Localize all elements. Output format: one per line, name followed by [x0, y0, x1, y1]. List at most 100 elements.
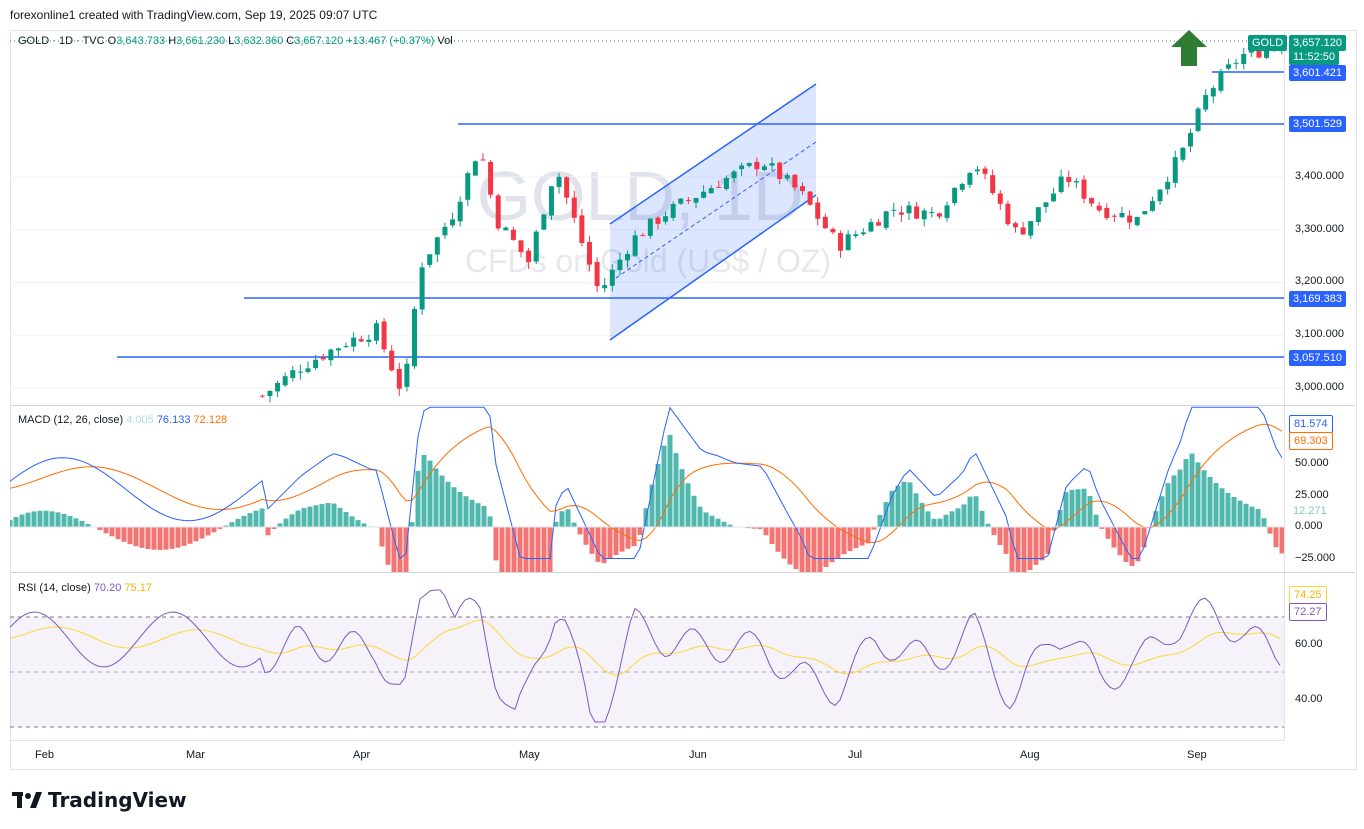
candle-body	[1104, 207, 1110, 219]
channel-bottom-line[interactable]	[609, 194, 817, 341]
macd-hist-bar	[1201, 470, 1207, 527]
candle-body	[739, 165, 745, 170]
tradingview-logo-icon	[12, 792, 42, 808]
last-price-tag: 3,657.120	[1289, 35, 1346, 51]
candle-body	[1035, 207, 1041, 223]
macd-hist-bar	[253, 510, 259, 527]
macd-hist-bar	[223, 525, 229, 527]
low-label: L	[228, 35, 235, 47]
rsi-axis[interactable]: 60.00 40.00	[1284, 573, 1356, 740]
rsi-title: RSI (14, close)	[18, 582, 91, 594]
macd-hist-bar	[331, 503, 337, 527]
macd-hist-bar	[109, 527, 115, 537]
macd-hist-bar	[493, 527, 499, 561]
macd-hist-bar	[205, 527, 211, 536]
macd-hist-bar	[547, 527, 553, 572]
macd-hist-bar	[1279, 527, 1284, 554]
macd-hist-bar	[169, 527, 175, 549]
macd-hist-bar	[823, 527, 829, 567]
candle-body	[1089, 198, 1095, 204]
pane-divider[interactable]	[10, 405, 1355, 406]
candle-body	[701, 191, 707, 198]
macd-legend[interactable]: MACD (12, 26, close) 4.005 76.133 72.128	[18, 414, 227, 426]
macd-hist-bar	[1231, 497, 1237, 527]
macd-hist-bar	[1063, 492, 1069, 527]
macd-hist-bar	[781, 527, 787, 559]
macd-hist-bar	[229, 522, 235, 527]
macd-hist-bar	[133, 527, 139, 547]
rsi-ma-line	[10, 619, 1281, 676]
time-axis[interactable]: Feb Mar Apr May Jun Jul Aug Sep	[10, 740, 1284, 769]
candle-body	[708, 188, 714, 194]
candle-body	[1264, 49, 1270, 58]
candle-body	[556, 176, 562, 187]
candle-body	[799, 186, 805, 192]
candle-body	[1218, 71, 1224, 91]
candle-body	[663, 216, 669, 222]
macd-hist-bar	[949, 511, 955, 527]
level-tag-3057: 3,057.510	[1289, 350, 1346, 366]
macd-hist-bar	[805, 527, 811, 572]
macd-hist-bar	[1123, 527, 1129, 563]
macd-hist-bar	[685, 483, 691, 527]
candle-body	[830, 229, 836, 233]
macd-hist-value: 4.005	[126, 414, 154, 426]
macd-hist-bar	[163, 527, 169, 550]
time-tick: Mar	[186, 749, 205, 761]
price-tick: 3,400.000	[1295, 170, 1344, 182]
rsi-legend[interactable]: RSI (14, close) 70.20 75.17	[18, 582, 152, 594]
candle-body	[290, 370, 296, 378]
macd-hist-bar	[349, 516, 355, 527]
candle-body	[366, 339, 372, 342]
macd-hist-bar	[817, 527, 823, 572]
candle-body	[548, 186, 554, 216]
candle-body	[389, 350, 395, 371]
macd-hist-bar	[1135, 527, 1141, 562]
candle-body	[876, 222, 882, 226]
candles	[259, 39, 1284, 403]
macd-hist-bar	[847, 527, 853, 551]
macd-hist-bar	[757, 527, 763, 530]
macd-hist-bar	[613, 527, 619, 556]
macd-hist-bar	[433, 468, 439, 527]
macd-hist-bar	[1219, 488, 1225, 527]
macd-pane[interactable]	[10, 406, 1284, 572]
macd-hist-bar	[1171, 475, 1177, 527]
macd-signal-line	[10, 423, 1283, 544]
macd-hist-bar	[139, 527, 145, 548]
macd-hist-bar	[469, 499, 475, 527]
candle-body	[1111, 215, 1117, 217]
candle-body	[1013, 223, 1019, 228]
tradingview-logo[interactable]: TradingView	[12, 788, 187, 812]
macd-hist-bar	[211, 527, 217, 533]
price-pane[interactable]: GOLD, 1D CFDs on Gold (US$ / OZ)	[10, 30, 1284, 405]
macd-line	[10, 406, 1283, 560]
macd-hist-bar	[571, 522, 577, 527]
channel-top-line[interactable]	[609, 83, 817, 225]
candle-body	[632, 235, 638, 256]
candle-body	[815, 202, 821, 219]
candle-body	[1142, 211, 1148, 215]
macd-hist-bar	[289, 514, 295, 527]
macd-axis[interactable]: 50.000 25.000 0.000 −25.000	[1284, 406, 1356, 572]
macd-hist-bar	[583, 527, 589, 545]
price-tick: 3,300.000	[1295, 223, 1344, 235]
candle-body	[685, 199, 691, 201]
macd-hist-bar	[529, 527, 535, 572]
pane-divider[interactable]	[10, 572, 1355, 573]
price-axis[interactable]: 3,400.000 3,300.000 3,200.000 3,100.000 …	[1284, 30, 1356, 405]
symbol-label[interactable]: GOLD · 1D · TVC	[18, 35, 105, 47]
macd-hist-bar	[715, 518, 721, 527]
candle-body	[510, 229, 516, 240]
macd-hist-bar	[487, 516, 493, 527]
macd-hist-bar	[829, 527, 835, 563]
rsi-pane[interactable]	[10, 573, 1284, 740]
candle-body	[586, 241, 592, 265]
candle-body	[990, 175, 996, 194]
macd-hist-bar	[637, 527, 643, 535]
candle-body	[967, 172, 973, 185]
macd-hist-bar	[535, 527, 541, 572]
candle-body	[1210, 88, 1216, 97]
time-tick: Jun	[689, 749, 707, 761]
creator-caption: forexonline1 created with TradingView.co…	[10, 8, 378, 22]
